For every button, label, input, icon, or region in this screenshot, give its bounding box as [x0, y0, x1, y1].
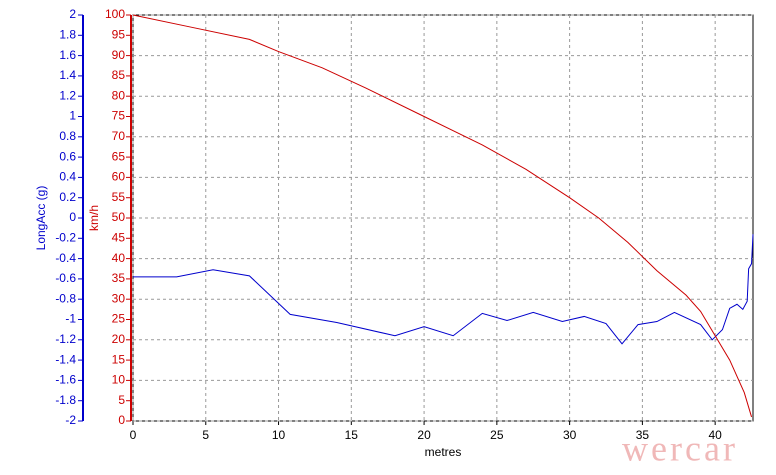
y2-tick-label: 30: [112, 291, 126, 305]
y-tick-label: 0.2: [59, 190, 76, 204]
y-tick-label: 1: [69, 109, 76, 123]
watermark: wercar: [622, 428, 738, 468]
y-tick-label: -2: [65, 413, 76, 427]
y2-tick-label: 55: [112, 190, 126, 204]
y2-tick-label: 15: [112, 352, 126, 366]
y2-tick-label: 5: [118, 393, 125, 407]
y2-tick-label: 25: [112, 312, 126, 326]
y2-tick-label: 35: [112, 271, 126, 285]
y-tick-label: -0.8: [55, 291, 76, 305]
y-tick-label: -1.4: [55, 352, 76, 366]
y-tick-label: -1.2: [55, 332, 76, 346]
x-tick-label: 15: [345, 428, 359, 442]
x-tick-label: 10: [272, 428, 286, 442]
y-tick-label: 0.4: [59, 170, 76, 184]
y-tick-label: -0.6: [55, 271, 76, 285]
y-tick-label: 0: [69, 210, 76, 224]
series-line: [132, 14, 753, 418]
series-line: [133, 234, 754, 345]
y-axis-label: LongAcc (g): [34, 186, 48, 251]
y-tick-label: 1.8: [59, 27, 76, 41]
x-axis-label: metres: [425, 445, 462, 459]
x-tick-label: 30: [563, 428, 577, 442]
y2-tick-label: 80: [112, 88, 126, 102]
y2-tick-label: 90: [112, 48, 126, 62]
y2-axis-label: km/h: [87, 205, 101, 231]
y-tick-label: -0.4: [55, 251, 76, 265]
y-tick-label: -1.6: [55, 373, 76, 387]
y2-tick-label: 100: [105, 7, 125, 21]
x-tick-label: 40: [708, 428, 722, 442]
y-tick-label: 0.6: [59, 149, 76, 163]
y2-tick-label: 85: [112, 68, 126, 82]
y-tick-label: -1.8: [55, 393, 76, 407]
y-tick-label: 1.2: [59, 88, 76, 102]
y2-tick-label: 45: [112, 230, 126, 244]
y2-tick-label: 50: [112, 210, 126, 224]
y2-tick-label: 70: [112, 129, 126, 143]
x-tick-label: 25: [490, 428, 504, 442]
y2-tick-label: 65: [112, 149, 126, 163]
y-tick-label: 2: [69, 7, 76, 21]
y2-tick-label: 95: [112, 27, 126, 41]
y2-tick-label: 60: [112, 170, 126, 184]
y2-tick-label: 40: [112, 251, 126, 265]
y-tick-label: -1: [65, 312, 76, 326]
y2-tick-label: 20: [112, 332, 126, 346]
y2-tick-label: 0: [118, 413, 125, 427]
x-tick-label: 5: [202, 428, 209, 442]
y-tick-label: 0.8: [59, 129, 76, 143]
x-tick-label: 20: [417, 428, 431, 442]
y-tick-label: -0.2: [55, 230, 76, 244]
y-tick-label: 1.4: [59, 68, 76, 82]
x-tick-label: 35: [636, 428, 650, 442]
x-tick-label: 0: [130, 428, 137, 442]
y-tick-label: 1.6: [59, 48, 76, 62]
y2-tick-label: 10: [112, 373, 126, 387]
y2-tick-label: 75: [112, 109, 126, 123]
